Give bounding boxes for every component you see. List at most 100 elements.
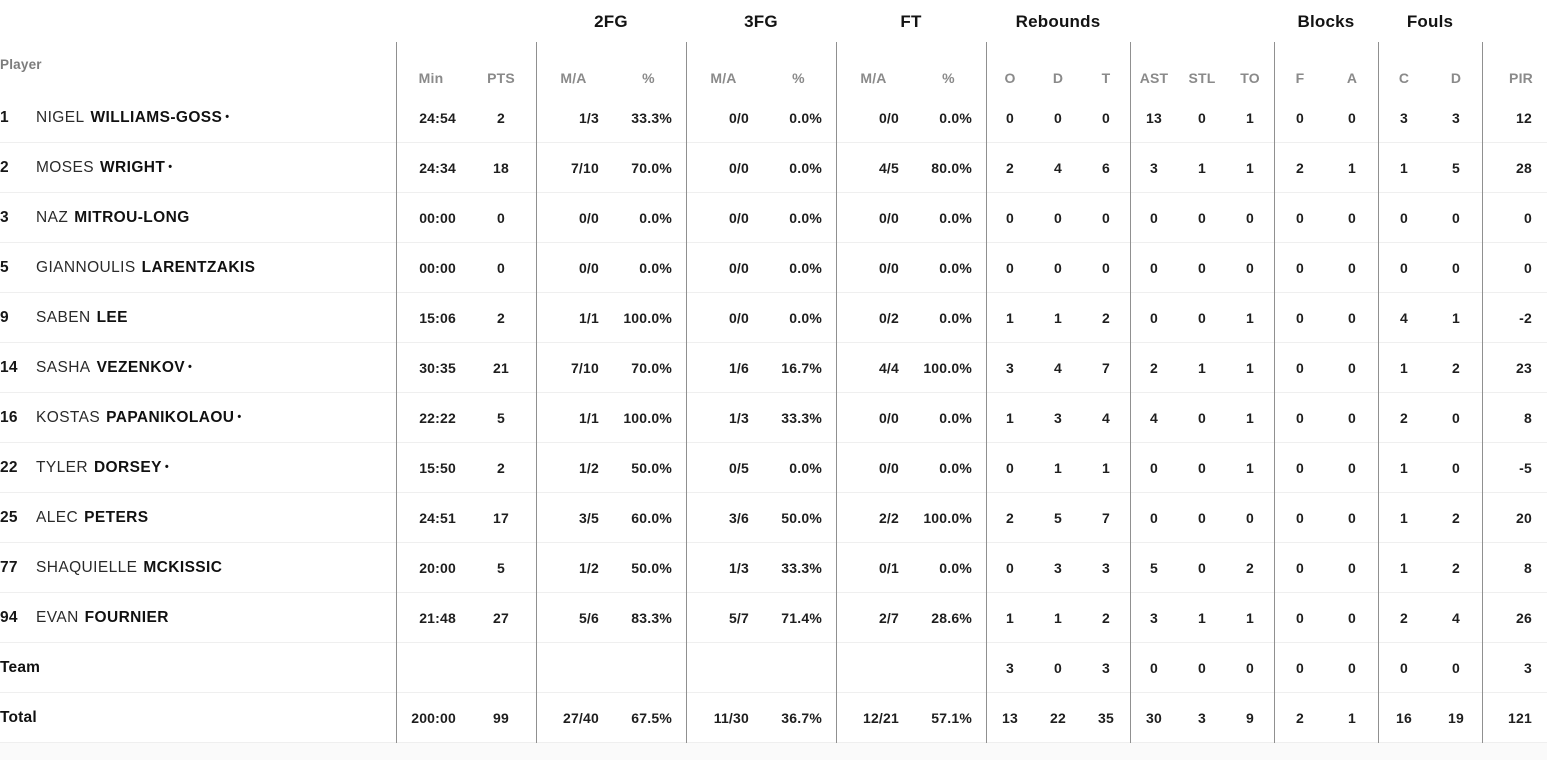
steals-value: 1	[1198, 359, 1206, 376]
ft-percent: 0.0%	[939, 109, 972, 126]
steals-value: 0	[1198, 259, 1206, 276]
player-last-name: FOURNIER	[84, 608, 169, 626]
ft-made-attempted: 4/4	[878, 359, 899, 376]
2fg-made-attempted: 7/10	[570, 159, 599, 176]
assists-value: 0	[1150, 259, 1158, 276]
ft-made-attempted: 0/0	[878, 109, 899, 126]
fouls-drawn: 0	[1452, 209, 1460, 226]
column-header-row: Player Min PTS M/A % M/A % M/A % O D T A…	[0, 44, 1547, 93]
rebounds-offensive: 1	[1006, 309, 1014, 326]
player-cell[interactable]: 9 SABEN LEE •	[0, 309, 396, 327]
fouls-drawn: 4	[1452, 609, 1460, 626]
player-last-name: LARENTZAKIS	[141, 258, 256, 276]
player-cell[interactable]: 25 ALEC PETERS •	[0, 509, 396, 527]
row-label: Team	[0, 658, 41, 676]
rebounds-defensive: 0	[1054, 259, 1062, 276]
player-number: 2	[0, 158, 9, 176]
player-first-name: NIGEL	[36, 108, 85, 126]
turnovers-value: 9	[1246, 709, 1254, 726]
player-cell[interactable]: 94 EVAN FOURNIER •	[0, 609, 396, 627]
rebounds-offensive: 2	[1006, 159, 1014, 176]
points-value: 17	[493, 509, 509, 526]
2fg-percent: 0.0%	[639, 209, 672, 226]
player-cell[interactable]: 14 SASHA VEZENKOV •	[0, 359, 396, 377]
fouls-drawn: 1	[1452, 309, 1460, 326]
table-row: 14 SASHA VEZENKOV • 30:35 21 7/10 70.0% …	[0, 343, 1547, 393]
steals-value: 0	[1198, 209, 1206, 226]
points-value: 5	[497, 409, 505, 426]
player-last-name: MCKISSIC	[143, 558, 223, 576]
fouls-drawn: 2	[1452, 509, 1460, 526]
2fg-made-attempted: 3/5	[578, 509, 599, 526]
3fg-made-attempted: 0/0	[728, 159, 749, 176]
points-value: 5	[497, 559, 505, 576]
3fg-percent: 33.3%	[781, 559, 822, 576]
3fg-made-attempted: 0/5	[728, 459, 749, 476]
col-header-blk-f: F	[1295, 70, 1305, 86]
col-header-reb-o: O	[1004, 70, 1016, 86]
assists-value: 0	[1150, 309, 1158, 326]
assists-value: 0	[1150, 459, 1158, 476]
ft-made-attempted: 4/5	[878, 159, 899, 176]
rebounds-total: 35	[1098, 709, 1114, 726]
blocks-favor: 0	[1296, 509, 1304, 526]
player-cell[interactable]: 22 TYLER DORSEY •	[0, 459, 396, 477]
pir-value: 12	[1516, 109, 1532, 126]
ft-percent: 0.0%	[939, 209, 972, 226]
player-cell[interactable]: 77 SHAQUIELLE MCKISSIC •	[0, 559, 396, 577]
assists-value: 13	[1146, 109, 1162, 126]
player-first-name: MOSES	[36, 158, 94, 176]
pir-value: 8	[1524, 409, 1532, 426]
pir-value: 121	[1508, 709, 1532, 726]
fouls-committed: 1	[1400, 559, 1408, 576]
blocks-against: 0	[1348, 359, 1356, 376]
points-value: 2	[497, 459, 505, 476]
fouls-drawn: 0	[1452, 459, 1460, 476]
player-cell[interactable]: 2 MOSES WRIGHT •	[0, 159, 396, 177]
3fg-made-attempted: 1/3	[728, 559, 749, 576]
player-cell[interactable]: 1 NIGEL WILLIAMS-GOSS •	[0, 109, 396, 127]
rebounds-defensive: 0	[1054, 209, 1062, 226]
player-cell[interactable]: 3 NAZ MITROU-LONG •	[0, 209, 396, 227]
3fg-made-attempted: 0/0	[728, 209, 749, 226]
rebounds-total: 3	[1102, 659, 1110, 676]
steals-value: 0	[1198, 659, 1206, 676]
rebounds-offensive: 1	[1006, 409, 1014, 426]
blocks-against: 0	[1348, 259, 1356, 276]
table-row: Team • 3 0 3 0 0 0 0 0 0 0 3	[0, 643, 1547, 693]
pir-value: 0	[1524, 259, 1532, 276]
steals-value: 0	[1198, 309, 1206, 326]
pir-value: 0	[1524, 209, 1532, 226]
rebounds-total: 7	[1102, 509, 1110, 526]
below-table-background	[0, 743, 1547, 760]
pir-value: 3	[1524, 659, 1532, 676]
ft-percent: 57.1%	[931, 709, 972, 726]
player-last-name: PAPANIKOLAOU	[106, 408, 235, 426]
turnovers-value: 1	[1246, 609, 1254, 626]
table-row: 16 KOSTAS PAPANIKOLAOU • 22:22 5 1/1 100…	[0, 393, 1547, 443]
player-cell[interactable]: 5 GIANNOULIS LARENTZAKIS •	[0, 259, 396, 277]
rebounds-total: 4	[1102, 409, 1110, 426]
blocks-against: 0	[1348, 509, 1356, 526]
player-last-name: WILLIAMS-GOSS	[90, 108, 223, 126]
starter-icon: •	[225, 111, 230, 123]
fouls-drawn: 0	[1452, 409, 1460, 426]
rebounds-defensive: 0	[1054, 659, 1062, 676]
table-row: 9 SABEN LEE • 15:06 2 1/1 100.0% 0/0 0.0…	[0, 293, 1547, 343]
rebounds-defensive: 3	[1054, 409, 1062, 426]
rebounds-offensive: 13	[1002, 709, 1018, 726]
steals-value: 1	[1198, 609, 1206, 626]
group-header-rebounds: Rebounds	[1015, 12, 1101, 31]
2fg-percent: 83.3%	[631, 609, 672, 626]
blocks-against: 1	[1348, 709, 1356, 726]
2fg-percent: 100.0%	[623, 409, 672, 426]
player-cell: Total •	[0, 709, 396, 727]
points-value: 99	[493, 709, 509, 726]
3fg-percent: 50.0%	[781, 509, 822, 526]
column-divider	[1130, 42, 1131, 743]
group-header-blocks: Blocks	[1297, 12, 1355, 31]
player-cell[interactable]: 16 KOSTAS PAPANIKOLAOU •	[0, 409, 396, 427]
steals-value: 0	[1198, 509, 1206, 526]
ft-made-attempted: 0/1	[878, 559, 899, 576]
rebounds-defensive: 4	[1054, 359, 1062, 376]
